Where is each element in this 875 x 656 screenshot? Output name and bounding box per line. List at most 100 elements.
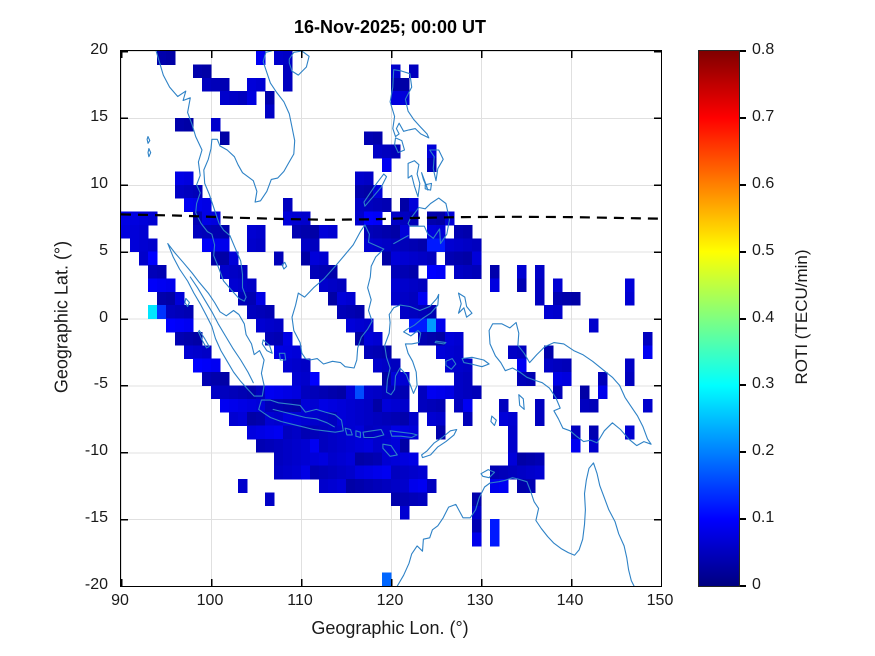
roti-cell (283, 398, 293, 413)
roti-cell (337, 452, 347, 467)
roti-cell (157, 51, 167, 65)
roti-cell (301, 438, 311, 453)
roti-cell (283, 385, 293, 400)
roti-cell (364, 438, 374, 453)
roti-cell (157, 305, 167, 319)
roti-cell (355, 184, 365, 199)
roti-cell (256, 318, 266, 333)
roti-cell (364, 171, 374, 186)
roti-cell (508, 438, 518, 453)
roti-cell (346, 465, 356, 480)
roti-cell (247, 385, 257, 400)
roti-cell (454, 224, 464, 239)
roti-cell (355, 198, 365, 212)
roti-cell (274, 438, 284, 453)
roti-cell (400, 77, 410, 92)
roti-cell (409, 479, 419, 493)
roti-cells-layer (121, 51, 653, 586)
roti-cell (400, 251, 410, 266)
roti-cell (391, 479, 401, 493)
roti-cell (310, 385, 320, 400)
roti-cell (175, 184, 185, 199)
roti-cell (202, 372, 212, 386)
roti-cell (247, 291, 257, 306)
roti-cell (274, 412, 284, 426)
roti-cell (346, 438, 356, 453)
roti-cell (328, 465, 338, 480)
roti-cell (391, 425, 401, 440)
roti-cell (391, 251, 401, 266)
roti-cell (427, 251, 437, 266)
roti-cell (427, 158, 437, 172)
roti-cell (364, 465, 374, 480)
roti-cell (328, 398, 338, 413)
coastline-sulawesi (384, 293, 440, 396)
roti-cell (319, 224, 329, 239)
roti-cell (184, 318, 194, 333)
roti-cell (418, 385, 428, 400)
colorbar-label: ROTI (TECU/min) (792, 249, 811, 385)
roti-cell (184, 117, 194, 132)
colorbar-tick-mark (740, 451, 746, 454)
roti-cell (337, 465, 347, 480)
x-tick-label: 120 (376, 592, 404, 609)
roti-cell (364, 425, 374, 440)
colorbar-tick-mark (740, 250, 746, 253)
roti-cell (211, 224, 221, 239)
roti-cell (436, 238, 446, 253)
colorbar-tick-label: 0.2 (752, 442, 775, 460)
y-tick-label: 10 (90, 174, 108, 192)
coastline-flores (389, 430, 418, 439)
roti-cell (436, 345, 446, 360)
roti-cell (319, 385, 329, 400)
roti-cell (310, 251, 320, 266)
roti-cell (328, 265, 338, 279)
x-tick-label: 110 (287, 592, 313, 609)
roti-cell (265, 492, 275, 507)
coastline-layer (146, 51, 652, 586)
roti-cell (301, 398, 311, 413)
roti-cell (292, 372, 302, 386)
roti-cell (436, 318, 446, 333)
coastline-lombok (355, 430, 361, 439)
roti-cell (643, 345, 653, 360)
roti-cell (382, 345, 392, 360)
roti-cell (391, 91, 401, 105)
coastline-bangka (261, 339, 273, 354)
coastline-palawan (363, 173, 388, 207)
roti-cell (283, 64, 293, 79)
roti-cell (463, 265, 473, 279)
roti-cell (364, 452, 374, 467)
roti-cell (292, 224, 302, 239)
roti-cell (346, 412, 356, 426)
roti-cell (301, 211, 311, 226)
roti-cell (427, 385, 437, 400)
roti-cell (265, 331, 275, 346)
roti-cell (517, 452, 527, 467)
roti-cell (373, 412, 383, 426)
roti-cell (328, 291, 338, 306)
roti-cell (400, 198, 410, 212)
coastline-mindanao (407, 197, 451, 245)
x-tick-label: 90 (111, 592, 129, 609)
roti-cell (373, 452, 383, 467)
colorbar-tick-mark (740, 183, 746, 186)
roti-cell (301, 251, 311, 266)
roti-cell (400, 211, 410, 226)
roti-cell (391, 291, 401, 306)
roti-cell (373, 438, 383, 453)
roti-cell (229, 91, 239, 105)
roti-cell (535, 398, 545, 413)
roti-cell (445, 251, 455, 266)
roti-cell (283, 345, 293, 360)
roti-cell (247, 425, 257, 440)
roti-cell (328, 438, 338, 453)
roti-cell (535, 265, 545, 279)
roti-cell (283, 425, 293, 440)
roti-cell (472, 238, 482, 253)
roti-cell (139, 238, 149, 253)
colorbar-tick-label: 0.7 (752, 107, 775, 125)
roti-cell (454, 331, 464, 346)
roti-cell (409, 238, 419, 253)
roti-cell (301, 425, 311, 440)
